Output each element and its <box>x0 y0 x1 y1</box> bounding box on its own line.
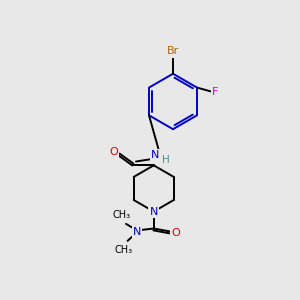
Text: N: N <box>151 150 160 160</box>
Text: F: F <box>212 87 219 97</box>
Text: H: H <box>162 155 170 165</box>
Text: CH₃: CH₃ <box>112 210 130 220</box>
Text: CH₃: CH₃ <box>115 245 133 255</box>
Text: N: N <box>150 207 158 217</box>
Text: N: N <box>133 226 141 237</box>
Text: O: O <box>171 228 180 238</box>
Text: O: O <box>109 147 118 157</box>
Text: Br: Br <box>167 46 179 56</box>
